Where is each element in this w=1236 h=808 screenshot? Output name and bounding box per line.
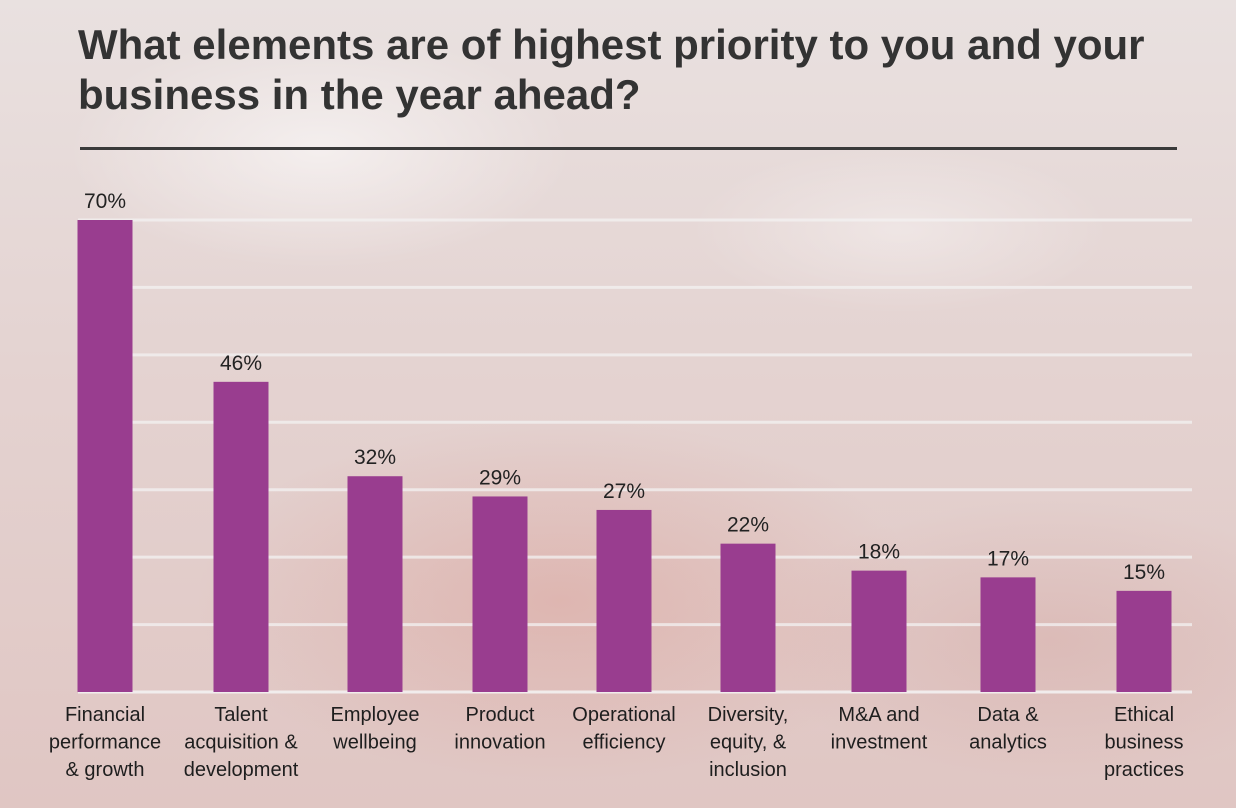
data-label: 22% [727, 514, 769, 537]
data-label: 70% [84, 190, 126, 213]
x-tick-label-line: innovation [454, 732, 545, 754]
data-label: 29% [479, 466, 521, 489]
bar [1116, 590, 1172, 692]
x-tick-label-line: Diversity, [708, 704, 789, 726]
x-tick-label-line: Financial [65, 704, 145, 726]
chart-title: What elements are of highest priority to… [78, 21, 1145, 118]
data-labels: 70% 46% 32% 29% 27% 22% 18% 17% 15% [84, 190, 1165, 584]
x-tick-label-line: & growth [66, 759, 145, 781]
x-tick-label-line: equity, & [710, 732, 787, 754]
x-tick-label-line: Product [466, 704, 535, 726]
x-tick-label: Ethical business practices [1104, 704, 1184, 781]
data-label: 15% [1123, 561, 1165, 584]
bar [77, 220, 133, 692]
x-tick-label-line: Ethical [1114, 704, 1174, 726]
bar [213, 381, 269, 692]
x-axis-tick-labels: Financial performance & growth Talent acquis… [49, 704, 1184, 781]
x-tick-label: Product innovation [454, 704, 545, 754]
data-label: 27% [603, 480, 645, 503]
x-tick-label-line: investment [831, 732, 928, 754]
x-tick-label-line: Talent [214, 704, 268, 726]
x-tick-label-line: business [1105, 732, 1184, 754]
bar [472, 496, 528, 692]
x-tick-label-line: performance [49, 732, 161, 754]
data-label: 17% [987, 547, 1029, 570]
bar [596, 509, 652, 692]
data-label: 32% [354, 446, 396, 469]
x-tick-label-line: Operational [572, 704, 675, 726]
bar [347, 476, 403, 692]
x-tick-label: Diversity, equity, & inclusion [708, 704, 789, 781]
x-tick-label-line: analytics [969, 732, 1047, 754]
data-label: 18% [858, 541, 900, 564]
x-tick-label: Financial performance & growth [49, 704, 161, 781]
x-tick-label-line: Employee [331, 704, 420, 726]
data-label: 46% [220, 352, 262, 375]
x-tick-label: Employee wellbeing [331, 704, 420, 754]
x-tick-label: Data & analytics [969, 704, 1047, 754]
x-tick-label-line: efficiency [582, 732, 665, 754]
title-divider [80, 147, 1177, 150]
x-tick-label-line: practices [1104, 759, 1184, 781]
x-tick-label-line: Data & [977, 704, 1039, 726]
x-tick-label-line: M&A and [838, 704, 919, 726]
bar [851, 570, 907, 692]
bar [720, 543, 776, 692]
bar [980, 577, 1036, 692]
x-tick-label-line: development [184, 759, 299, 781]
x-tick-label: Operational efficiency [572, 704, 675, 754]
x-tick-label-line: wellbeing [332, 732, 416, 754]
x-tick-label-line: acquisition & [184, 732, 298, 754]
bars [77, 220, 1172, 692]
x-tick-label: Talent acquisition & development [184, 704, 299, 781]
x-tick-label: M&A and investment [831, 704, 928, 754]
x-tick-label-line: inclusion [709, 759, 787, 781]
